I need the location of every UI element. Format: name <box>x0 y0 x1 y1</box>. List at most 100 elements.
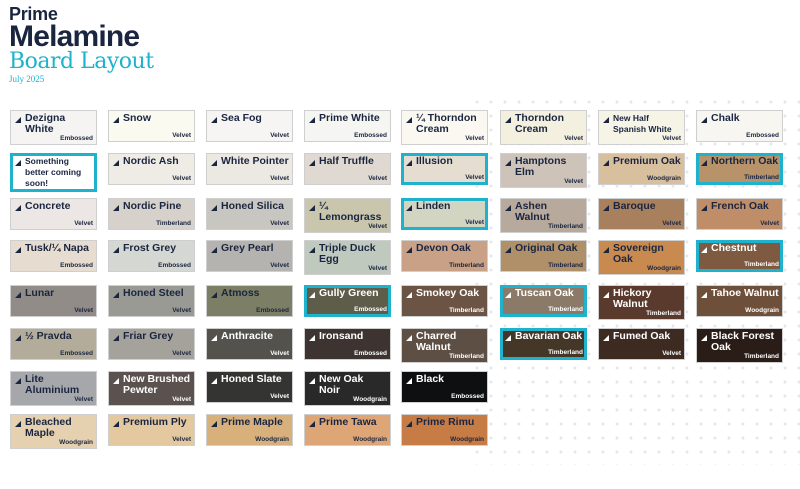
page-date: July 2025 <box>9 74 45 84</box>
board-swatch[interactable]: Chalk Embossed <box>696 110 783 142</box>
swatch-name: ¼ Lemongrass <box>319 200 382 223</box>
board-swatch[interactable]: Tuscan Oak Timberland <box>500 285 587 317</box>
board-swatch[interactable]: Half Truffle Velvet <box>304 153 391 185</box>
board-swatch[interactable]: White Pointer Velvet <box>206 153 293 185</box>
board-swatch[interactable]: Lite Aluminium Velvet <box>10 371 97 406</box>
board-swatch[interactable]: Sovereign Oak Woodgrain <box>598 240 685 275</box>
swatch-name: Sea Fog <box>221 112 262 124</box>
swatch-finish: Velvet <box>270 175 289 182</box>
board-swatch[interactable]: Black Embossed <box>401 371 488 403</box>
board-swatch[interactable]: Northern Oak Timberland <box>696 153 783 185</box>
board-swatch[interactable]: Nordic Pine Timberland <box>108 198 195 230</box>
board-swatch[interactable]: Concrete Velvet <box>10 198 97 230</box>
board-swatch[interactable]: Bavarian Oak Timberland <box>500 328 587 360</box>
swatch-name: Honed Slate <box>221 373 282 385</box>
swatch-finish: Embossed <box>354 350 387 357</box>
corner-triangle-icon <box>211 378 217 384</box>
brand-logo-line1: Prime <box>9 4 58 24</box>
board-swatch[interactable]: Hickory Walnut Timberland <box>598 285 685 320</box>
board-swatch[interactable]: Gully Green Embossed <box>304 285 391 317</box>
swatch-name: French Oak <box>711 200 769 212</box>
swatch-finish: Velvet <box>368 175 387 182</box>
board-swatch[interactable]: Honed Silica Velvet <box>206 198 293 230</box>
board-swatch[interactable]: Triple Duck Egg Velvet <box>304 240 391 275</box>
board-swatch[interactable]: Honed Steel Velvet <box>108 285 195 317</box>
corner-triangle-icon <box>113 378 119 384</box>
board-swatch[interactable]: ¼ Thorndon Cream Velvet <box>401 110 488 145</box>
corner-triangle-icon <box>406 335 412 341</box>
swatch-finish: Timberland <box>744 261 779 268</box>
board-swatch[interactable]: Devon Oak Timberland <box>401 240 488 272</box>
swatch-finish: Velvet <box>74 307 93 314</box>
board-swatch[interactable]: Prime White Embossed <box>304 110 391 142</box>
swatch-finish: Velvet <box>662 220 681 227</box>
board-swatch[interactable]: Baroque Velvet <box>598 198 685 230</box>
board-swatch[interactable]: Tusk/¼ Napa Embossed <box>10 240 97 272</box>
board-swatch[interactable]: Chestnut Timberland <box>696 240 783 272</box>
board-swatch[interactable]: ½ Pravda Embossed <box>10 328 97 360</box>
board-swatch[interactable]: Prime Tawa Woodgrain <box>304 414 391 446</box>
board-swatch[interactable]: Snow Velvet <box>108 110 195 142</box>
board-swatch[interactable]: Honed Slate Velvet <box>206 371 293 403</box>
swatch-name: Linden <box>416 200 451 212</box>
board-swatch[interactable]: Tahoe Walnut Woodgrain <box>696 285 783 317</box>
board-swatch[interactable]: ¼ Lemongrass Velvet <box>304 198 391 233</box>
corner-triangle-icon <box>113 205 119 211</box>
corner-triangle-icon <box>701 247 707 253</box>
swatch-name: Illusion <box>416 155 453 167</box>
board-swatch[interactable]: Hamptons Elm Velvet <box>500 153 587 188</box>
swatch-name: Tahoe Walnut <box>711 287 779 299</box>
board-swatch[interactable]: Illusion Velvet <box>401 153 488 185</box>
board-swatch[interactable]: New Half Spanish White Velvet <box>598 110 685 145</box>
board-swatch[interactable]: Thorndon Cream Velvet <box>500 110 587 145</box>
board-swatch[interactable]: New Oak Noir Woodgrain <box>304 371 391 406</box>
corner-triangle-icon <box>603 160 609 166</box>
swatch-finish: Embossed <box>354 306 387 313</box>
swatch-finish: Timberland <box>548 349 583 356</box>
board-swatch[interactable]: New Brushed Pewter Velvet <box>108 371 195 406</box>
corner-triangle-icon <box>15 205 21 211</box>
board-swatch[interactable]: Grey Pearl Velvet <box>206 240 293 272</box>
board-swatch[interactable]: Something better coming soon! <box>10 153 97 192</box>
board-swatch[interactable]: Nordic Ash Velvet <box>108 153 195 185</box>
board-swatch[interactable]: Smokey Oak Timberland <box>401 285 488 317</box>
swatch-name: Prime Rimu <box>416 416 475 428</box>
page-title: Board Layout <box>9 49 154 74</box>
corner-triangle-icon <box>701 160 707 166</box>
swatch-finish: Embossed <box>256 307 289 314</box>
board-swatch[interactable]: Ashen Walnut Timberland <box>500 198 587 233</box>
corner-triangle-icon <box>505 335 511 341</box>
corner-triangle-icon <box>211 421 217 427</box>
corner-triangle-icon <box>701 292 707 298</box>
board-swatch[interactable]: Sea Fog Velvet <box>206 110 293 142</box>
board-swatch[interactable]: Premium Ply Velvet <box>108 414 195 446</box>
board-swatch[interactable]: Friar Grey Velvet <box>108 328 195 360</box>
swatch-finish: Timberland <box>548 262 583 269</box>
board-swatch[interactable]: Premium Oak Woodgrain <box>598 153 685 185</box>
board-swatch[interactable]: Ironsand Embossed <box>304 328 391 360</box>
board-swatch[interactable]: Prime Maple Woodgrain <box>206 414 293 446</box>
board-swatch[interactable]: Lunar Velvet <box>10 285 97 317</box>
board-swatch[interactable]: Frost Grey Embossed <box>108 240 195 272</box>
corner-triangle-icon <box>113 335 119 341</box>
swatch-name: Prime Tawa <box>319 416 377 428</box>
board-swatch[interactable]: Anthracite Velvet <box>206 328 293 360</box>
swatch-name: Friar Grey <box>123 330 174 342</box>
swatch-name: Atmoss <box>221 287 260 299</box>
swatch-name: Triple Duck Egg <box>319 242 376 265</box>
corner-triangle-icon <box>406 421 412 427</box>
board-swatch[interactable]: Atmoss Embossed <box>206 285 293 317</box>
board-swatch[interactable]: Original Oak Timberland <box>500 240 587 272</box>
board-swatch[interactable]: Fumed Oak Velvet <box>598 328 685 360</box>
board-swatch[interactable]: French Oak Velvet <box>696 198 783 230</box>
board-swatch[interactable]: Charred Walnut Timberland <box>401 328 488 363</box>
board-swatch[interactable]: Dezigna White Embossed <box>10 110 97 145</box>
swatch-name: Prime Maple <box>221 416 283 428</box>
board-swatch[interactable]: Linden Velvet <box>401 198 488 230</box>
board-swatch[interactable]: Black Forest Oak Timberland <box>696 328 783 363</box>
board-swatch[interactable]: Prime Rimu Woodgrain <box>401 414 488 446</box>
corner-triangle-icon <box>15 378 21 384</box>
corner-triangle-icon <box>211 292 217 298</box>
board-swatch[interactable]: Bleached Maple Woodgrain <box>10 414 97 449</box>
swatch-finish: Velvet <box>270 262 289 269</box>
